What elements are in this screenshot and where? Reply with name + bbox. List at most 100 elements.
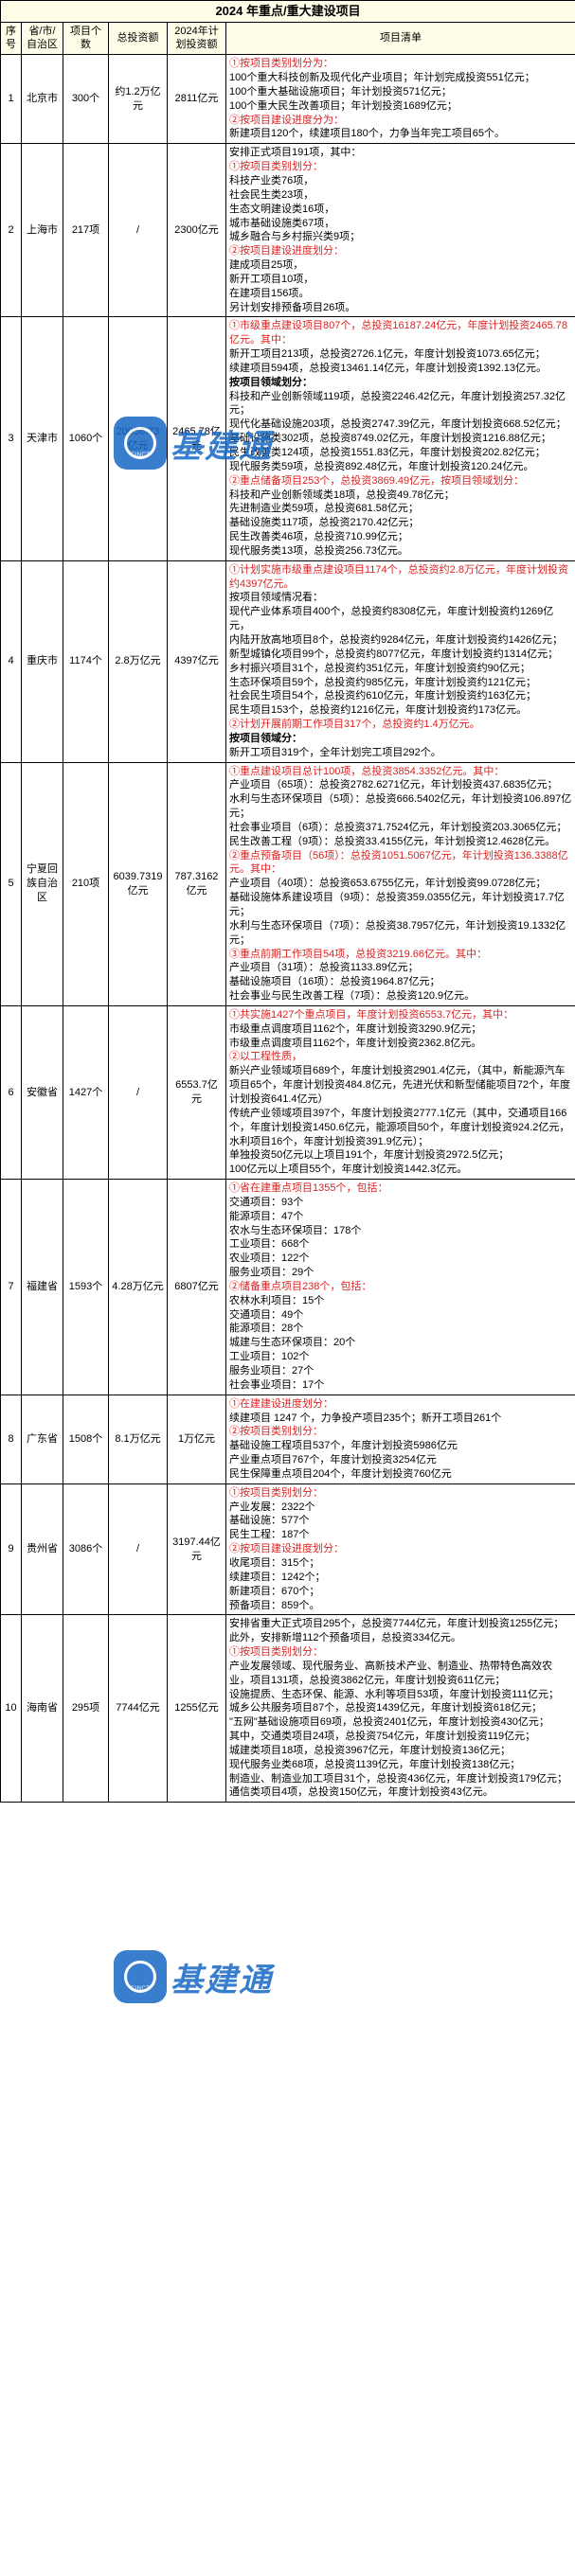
detail-line: 新开工项目213项，总投资2726.1亿元，年度计划投资1073.65亿元； [229,347,572,362]
detail-line: 设施提质、生态环保、能源、水利等项目53项，年度计划投资111亿元； [229,1688,572,1702]
cell-idx: 2 [1,144,22,317]
cell-detail: ①按项目类别划分为：100个重大科技创新及现代化产业项目；年计划完成投资551亿… [226,55,575,144]
col-header: 省/市/自治区 [22,22,63,55]
detail-line: 单独投资50亿元以上项目191个，年度计划投资2972.5亿元； [229,1148,572,1163]
detail-line: 安排正式项目191项，其中： [229,146,572,160]
detail-line: ②计划开展前期工作项目317个，总投资约1.4万亿元。 [229,718,572,732]
detail-line: 产业项目（31项）：总投资1133.89亿元； [229,961,572,975]
detail-line: 新型城镇化项目99个，总投资约8077亿元，年度计划投资约1314亿元； [229,648,572,662]
detail-line: 100亿元以上项目55个，年度计划投资1442.3亿元。 [229,1163,572,1177]
cell-plan: 6553.7亿元 [168,1005,226,1179]
col-header: 项目个数 [63,22,109,55]
detail-line: ①重点建设项目总计100项，总投资3854.3352亿元。其中： [229,765,572,779]
cell-plan: 787.3162亿元 [168,762,226,1005]
detail-line: 农水与生态环保项目：178个 [229,1224,572,1238]
detail-line: 民生保障重点项目204个，年度计划投资760亿元 [229,1467,572,1482]
cell-region: 广东省 [22,1395,63,1483]
detail-line: 续建项目594项，总投资13461.14亿元，年度计划投资1392.13亿元。 [229,362,572,376]
detail-line: 基础设施：577个 [229,1514,572,1528]
detail-line: 水利与生态环保项目（7项）：总投资38.7957亿元，年计划投资19.1332亿… [229,919,572,948]
detail-line: 生态文明建设类16项， [229,203,572,217]
detail-line: 续建项目：1242个； [229,1571,572,1585]
cell-plan: 2300亿元 [168,144,226,317]
detail-line: "五网"基础设施项目69项，总投资2401亿元，年度计划投资430亿元； [229,1715,572,1730]
cell-detail: ①省在建重点项目1355个，包括：交通项目：93个能源项目：47个农水与生态环保… [226,1180,575,1395]
detail-line: ①按项目类别划分： [229,1645,572,1660]
detail-line: 科技和产业创新领域类18项，总投资49.78亿元； [229,489,572,503]
cell-count: 1593个 [63,1180,109,1395]
detail-line: 科技产业类76项， [229,174,572,188]
detail-line: 通信类项目4项，总投资150亿元，年度计划投资43亿元。 [229,1785,572,1800]
detail-line: 产业项目（65项）：总投资2782.6271亿元，年计划投资437.6835亿元… [229,778,572,792]
detail-line: 另计划安排预备项目26项。 [229,301,572,315]
detail-line: 社会事业项目：17个 [229,1378,572,1393]
detail-line: ①在建建设进度划分： [229,1397,572,1412]
detail-line: 民生工程：187个 [229,1528,572,1542]
col-header: 总投资额 [109,22,168,55]
cell-count: 1060个 [63,317,109,560]
detail-line: 新建项目120个，续建项目180个，力争当年完工项目65个。 [229,127,572,141]
detail-line: 制造业、制造业加工项目31个，总投资436亿元，年度计划投资179亿元； [229,1772,572,1786]
cell-region: 贵州省 [22,1483,63,1615]
col-header: 2024年计划投资额 [168,22,226,55]
cell-total: 6039.7319亿元 [109,762,168,1005]
detail-line: 续建项目 1247 个，力争投产项目235个；新开工项目261个 [229,1412,572,1426]
cell-idx: 5 [1,762,22,1005]
detail-line: 农业项目：122个 [229,1252,572,1266]
detail-line: 交通项目：49个 [229,1308,572,1323]
detail-line: 现代产业体系项目400个，总投资约8308亿元，年度计划投资约1269亿元， [229,605,572,633]
cell-idx: 3 [1,317,22,560]
cell-total: / [109,1005,168,1179]
detail-line: ②按项目建设进度划分： [229,244,572,258]
detail-line: 产业重点项目767个，年度计划投资3254亿元 [229,1453,572,1467]
detail-line: 民生改善类46项，总投资710.99亿元； [229,530,572,544]
detail-line: 现代服务业类68项，总投资1139亿元，年度计划投资138亿元； [229,1758,572,1772]
detail-line: ③重点前期工作项目54项，总投资3219.66亿元。其中： [229,948,572,962]
detail-line: ①市级重点建设项目807个，总投资16187.24亿元，年度计划投资2465.7… [229,319,572,347]
cell-idx: 10 [1,1615,22,1803]
watermark-text: 基建通 [171,1954,273,2000]
detail-line: 市级重点调度项目1162个，年度计划投资3290.9亿元； [229,1022,572,1037]
cell-detail: ①共实施1427个重点项目，年度计划投资6553.7亿元，其中：市级重点调度项目… [226,1005,575,1179]
detail-line: 产业发展：2322个 [229,1501,572,1515]
projects-table: 2024 年重点/重大建设项目序号省/市/自治区项目个数总投资额2024年计划投… [0,0,575,1803]
detail-line: 工业项目：668个 [229,1237,572,1252]
cell-plan: 2811亿元 [168,55,226,144]
detail-line: ①按项目类别划分为： [229,57,572,71]
detail-line: ①按项目类别划分： [229,160,572,174]
detail-line: 产业项目（40项）：总投资653.6755亿元，年计划投资99.0728亿元； [229,877,572,891]
detail-line: ②储备重点项目238个，包括： [229,1280,572,1294]
detail-line: 城建类项目18项，总投资3967亿元，年度计划投资136亿元； [229,1744,572,1758]
detail-line: 现代服务类59项，总投资892.48亿元，年度计划投资120.24亿元。 [229,460,572,474]
cell-total: 2.8万亿元 [109,560,168,762]
detail-line: ①省在建重点项目1355个，包括： [229,1181,572,1196]
detail-line: ②按项目类别划分： [229,1425,572,1439]
cell-idx: 9 [1,1483,22,1615]
detail-line: 工业项目：102个 [229,1350,572,1364]
cell-idx: 4 [1,560,22,762]
cell-region: 北京市 [22,55,63,144]
cell-total: 7744亿元 [109,1615,168,1803]
detail-line: ②按项目建设进度划分： [229,1542,572,1556]
detail-line: 新开工项目319个，全年计划完工项目292个。 [229,746,572,760]
cell-count: 217项 [63,144,109,317]
cell-plan: 1255亿元 [168,1615,226,1803]
detail-line: 按项目领域情况看： [229,591,572,605]
detail-line: 城乡公共服务项目87个，总投资1439亿元，年度计划投资618亿元； [229,1701,572,1715]
detail-line: 预备项目：859个。 [229,1599,572,1613]
detail-line: 社会民生类23项， [229,188,572,203]
cell-count: 1174个 [63,560,109,762]
cell-region: 海南省 [22,1615,63,1803]
detail-line: ②重点储备项目253个，总投资3869.49亿元，按项目领域划分： [229,474,572,489]
detail-line: 社会事业项目（6项）：总投资371.7524亿元，年计划投资203.3065亿元… [229,821,572,835]
detail-line: 社会民生项目54个，总投资约610亿元，年度计划投资约163亿元； [229,689,572,703]
cell-plan: 3197.44亿元 [168,1483,226,1615]
detail-line: 100个重大民生改善项目；年计划投资1689亿元； [229,99,572,114]
detail-line: 民生改善类124项，总投资1551.83亿元，年度计划投资202.82亿元； [229,446,572,460]
detail-line: 农林水利项目：15个 [229,1294,572,1308]
col-header: 项目清单 [226,22,575,55]
detail-line: 民生改善工程（9项）：总投资33.4155亿元，年计划投资12.4628亿元。 [229,835,572,849]
detail-line: 民生项目153个，总投资约1216亿元，年度计划投资约173亿元。 [229,703,572,718]
cell-region: 福建省 [22,1180,63,1395]
cell-detail: ①在建建设进度划分：续建项目 1247 个，力争投产项目235个；新开工项目26… [226,1395,575,1483]
